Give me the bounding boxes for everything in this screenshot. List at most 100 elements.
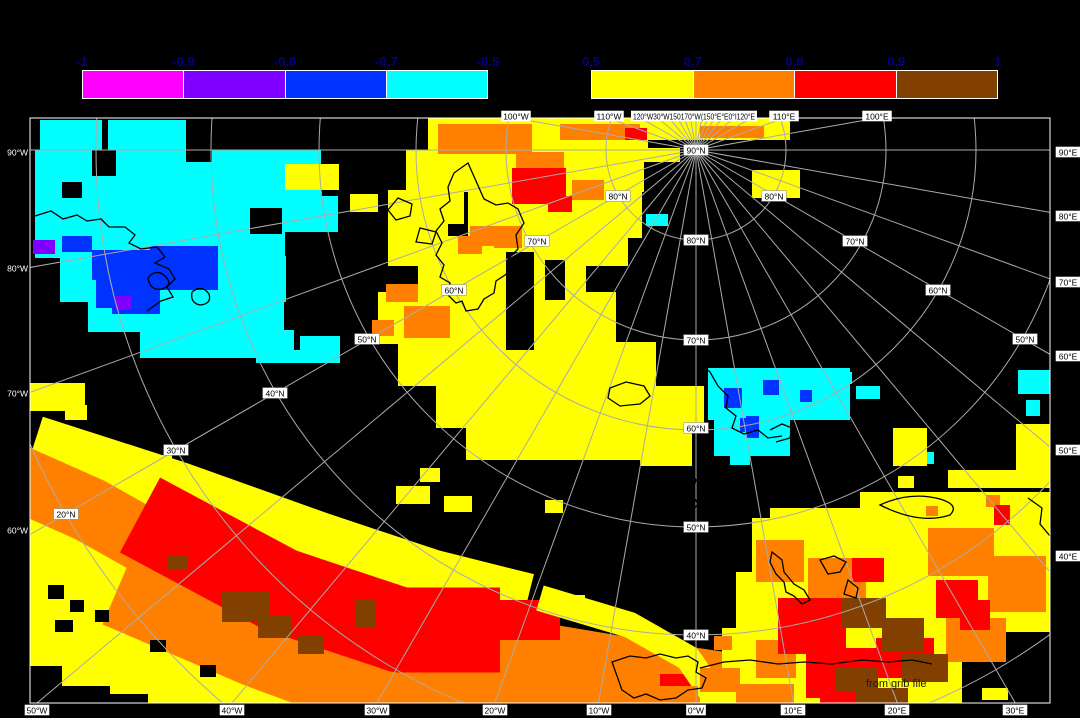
svg-text:70°N: 70°N	[528, 236, 547, 246]
svg-text:70°E: 70°E	[1059, 277, 1078, 287]
grid-label-40°W: 40°W	[219, 704, 245, 716]
grid-label-100°E: 100°E	[862, 110, 892, 121]
region-atlantic-band-red	[119, 477, 500, 673]
grid-label-70°E: 70°E	[1055, 276, 1080, 288]
svg-text:30°W: 30°W	[367, 705, 388, 715]
svg-text:90°W: 90°W	[7, 147, 28, 157]
svg-text:60°N: 60°N	[929, 285, 948, 295]
grid-label-90°W: 90°W	[7, 147, 28, 157]
colorbar-tick--0.8: -0.8	[273, 54, 297, 69]
svg-text:110°W: 110°W	[597, 111, 622, 121]
svg-text:60°N: 60°N	[445, 285, 464, 295]
grid-label-40°E: 40°E	[1055, 550, 1080, 562]
grid-label-30°N: 30°N	[163, 444, 189, 456]
svg-text:90°E: 90°E	[1059, 147, 1078, 157]
grid-label-80°E: 80°E	[1055, 210, 1080, 222]
svg-text:30°N: 30°N	[167, 445, 186, 455]
colorbar-tick-0.8: 0.8	[785, 54, 804, 69]
grid-label-30°W: 30°W	[364, 704, 390, 716]
region-atlantic-band-holes	[30, 585, 216, 703]
svg-text:20°N: 20°N	[57, 509, 76, 519]
svg-text:100°W: 100°W	[503, 111, 529, 121]
grid-label-100°W: 100°W	[501, 110, 531, 121]
svg-text:50°E: 50°E	[1059, 445, 1078, 455]
positive-colorbar	[591, 70, 998, 99]
grid-label-30°E: 30°E	[1002, 704, 1028, 716]
colorbar-segment	[83, 71, 184, 98]
svg-text:70°W: 70°W	[7, 388, 28, 398]
svg-text:50°N: 50°N	[687, 522, 706, 532]
grid-label-60°E: 60°E	[1055, 350, 1080, 362]
colorbar-tick-1: 1	[994, 54, 1002, 69]
grid-label-80°N: 80°N	[683, 234, 709, 246]
grid-label-10°E: 10°E	[780, 704, 806, 716]
svg-text:120°W30°W150170°W(150°E°E0°I12: 120°W30°W150170°W(150°E°E0°I120°E	[633, 111, 755, 121]
colorbar-segment	[385, 71, 487, 98]
grid-label-80°W: 80°W	[7, 263, 28, 273]
svg-text:50°W: 50°W	[27, 705, 48, 715]
svg-text:80°N: 80°N	[687, 235, 706, 245]
svg-text:40°E: 40°E	[1059, 551, 1078, 561]
svg-text:50°N: 50°N	[1016, 334, 1035, 344]
grid-label-50°W: 50°W	[24, 704, 50, 716]
svg-text:0°W: 0°W	[688, 705, 704, 715]
region-arctic-cyan-speck	[646, 214, 668, 226]
svg-text:100°E: 100°E	[865, 111, 889, 121]
grid-label-60°N: 60°N	[683, 422, 709, 434]
svg-text:20°W: 20°W	[485, 705, 506, 715]
colorbar-tick-0.5: 0.5	[581, 54, 601, 69]
grid-label-90°N: 90°N	[683, 144, 709, 156]
region-greenland-holes	[506, 252, 565, 350]
watermark-from-grib-file: from grib file	[866, 678, 927, 690]
grid-label-80°N: 80°N	[761, 190, 787, 202]
colorbar-segment	[692, 71, 794, 98]
grid-label-50°N: 50°N	[1012, 333, 1038, 345]
colorbar-segment	[895, 71, 997, 98]
grid-label-50°N: 50°N	[683, 521, 709, 533]
svg-text:70°N: 70°N	[687, 335, 706, 345]
region-north-america-purple	[33, 240, 132, 310]
grid-label-70°N: 70°N	[524, 235, 550, 247]
grid-label-70°N: 70°N	[683, 334, 709, 346]
svg-text:10°E: 10°E	[784, 705, 803, 715]
grid-label-110°E: 110°E	[769, 110, 799, 121]
grid-label-20°W: 20°W	[482, 704, 508, 716]
grid-label-70°W: 70°W	[7, 388, 28, 398]
negative-colorbar	[82, 70, 488, 99]
grid-label-60°W: 60°W	[7, 525, 28, 535]
grid-label-60°N: 60°N	[925, 284, 951, 296]
map-frame	[29, 117, 1051, 704]
grid-label-60°N: 60°N	[441, 284, 467, 296]
colorbar-segment	[794, 71, 896, 98]
svg-text:40°N: 40°N	[266, 388, 285, 398]
grid-label-120°W30°W150170°W(150°E°E0°I120°E: 120°W30°W150170°W(150°E°E0°I120°E	[631, 110, 757, 121]
svg-text:50°N: 50°N	[358, 334, 377, 344]
colorbar-tick-0.9: 0.9	[887, 54, 906, 69]
grid-label-40°N: 40°N	[262, 387, 288, 399]
grid-label-10°W: 10°W	[586, 704, 612, 716]
svg-text:80°W: 80°W	[7, 263, 28, 273]
svg-text:60°E: 60°E	[1059, 351, 1078, 361]
colorbar-tick-0.7: 0.7	[683, 54, 702, 69]
colorbar-tick--1: -1	[76, 54, 88, 69]
region-atlantic-band-brown	[168, 556, 375, 654]
region-arctic-canada-red	[512, 128, 647, 212]
colorbar-tick--0.9: -0.9	[172, 54, 195, 69]
svg-text:70°N: 70°N	[846, 236, 865, 246]
grid-label-80°N: 80°N	[605, 190, 631, 202]
colorbar-segment	[183, 71, 285, 98]
grid-label-40°N: 40°N	[683, 629, 709, 641]
svg-text:80°E: 80°E	[1059, 211, 1078, 221]
colorbar-segment	[284, 71, 386, 98]
svg-text:80°N: 80°N	[765, 191, 784, 201]
grid-label-50°N: 50°N	[354, 333, 380, 345]
svg-text:30°E: 30°E	[1006, 705, 1025, 715]
colorbar-tick--0.5: -0.5	[476, 54, 500, 69]
coastlines	[34, 162, 1050, 701]
colorbar-segment	[592, 71, 693, 98]
grid-label-70°N: 70°N	[842, 235, 868, 247]
region-greenland-orange	[372, 226, 522, 338]
